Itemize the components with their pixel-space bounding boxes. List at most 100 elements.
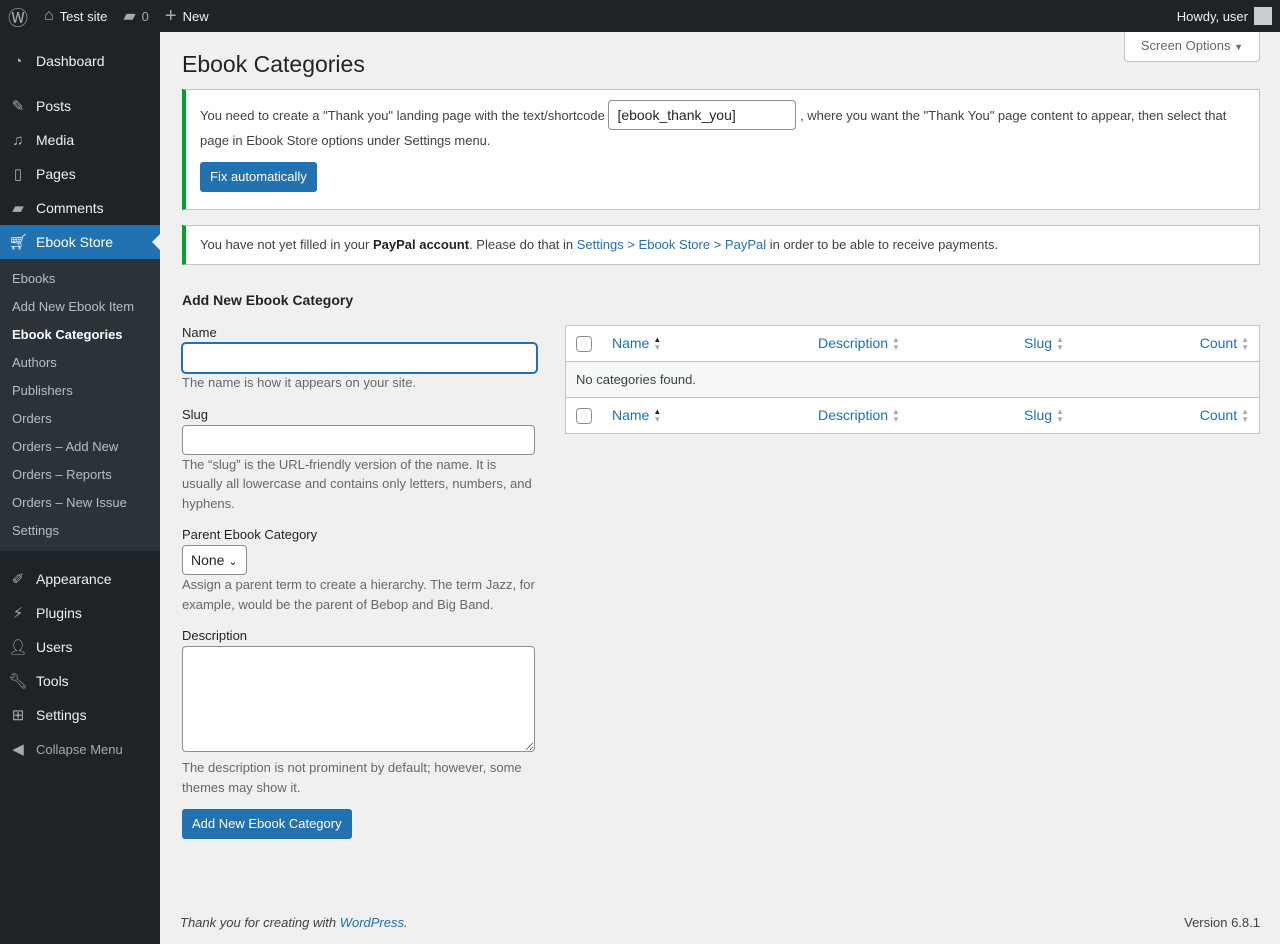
pin-icon: ✎	[11, 98, 25, 115]
brush-icon: ✐	[11, 571, 25, 588]
column-description[interactable]: Description ▲ ▼	[808, 398, 1014, 434]
submenu-orders-reports[interactable]: Orders – Reports	[12, 467, 112, 482]
select-all-checkbox[interactable]	[576, 408, 592, 425]
add-category-form: Add New Ebook Category Name The name is …	[182, 292, 537, 839]
my-account[interactable]: Howdy, user	[1169, 0, 1280, 32]
menu-label: Plugins	[36, 605, 82, 621]
menu-label: Collapse Menu	[36, 741, 123, 757]
submenu-orders-new-issue[interactable]: Orders – New Issue	[12, 495, 127, 510]
menu-dashboard[interactable]: ◔ Dashboard	[0, 44, 160, 78]
submenu-ebooks[interactable]: Ebooks	[12, 271, 56, 286]
collapse-icon: ◀	[12, 741, 24, 758]
menu-ebook-store[interactable]: 🛒︎ Ebook Store	[0, 225, 160, 259]
name-help: The name is how it appears on your site.	[182, 375, 417, 390]
screen-options-button[interactable]: Screen Options ▼	[1123, 32, 1260, 62]
description-textarea[interactable]	[182, 646, 535, 752]
howdy-text: Howdy, user	[1176, 8, 1248, 24]
footer-text: Thank you for creating with	[180, 915, 340, 930]
paypal-settings-link[interactable]: Settings > Ebook Store > PayPal	[576, 237, 767, 252]
submenu-authors[interactable]: Authors	[12, 355, 57, 370]
slug-label: Slug	[182, 406, 209, 422]
menu-pages[interactable]: ▯ Pages	[0, 157, 160, 191]
menu-label: Settings	[36, 707, 87, 723]
column-description[interactable]: Description ▲ ▼	[808, 326, 1014, 362]
comment-icon: ▰	[12, 200, 24, 217]
parent-select[interactable]: None ⌄	[182, 545, 247, 575]
menu-label: Ebook Store	[36, 234, 114, 250]
footer-version: Version 6.8.1	[1184, 915, 1260, 930]
column-slug[interactable]: Slug ▲ ▼	[1014, 326, 1127, 362]
wordpress-link[interactable]: WordPress	[339, 915, 404, 930]
table-row: No categories found.	[565, 361, 1260, 398]
menu-media[interactable]: ♫ Media	[0, 123, 160, 157]
submenu-publishers[interactable]: Publishers	[12, 383, 73, 398]
comments-link[interactable]: ▰ 0	[115, 0, 157, 32]
wordpress-icon: Ⓦ	[8, 7, 28, 30]
column-label: Slug	[1024, 406, 1053, 423]
site-link[interactable]: ⌂ Test site	[36, 0, 115, 32]
paypal-notice: You have not yet filled in your PayPal a…	[182, 225, 1260, 265]
submenu-add-new-ebook[interactable]: Add New Ebook Item	[12, 299, 135, 314]
column-label: Description	[818, 406, 889, 423]
menu-posts[interactable]: ✎ Posts	[0, 89, 160, 123]
sort-icon: ▲ ▼	[892, 407, 900, 425]
parent-label: Parent Ebook Category	[182, 527, 318, 542]
menu-tools[interactable]: 🔧︎ Tools	[0, 664, 160, 698]
menu-users[interactable]: 👤︎ Users	[0, 630, 160, 664]
categories-table-wrap: Name ▲ ▼ Description ▲ ▼ Slug ▲ ▼ Count ▲ ▼ No c…	[565, 325, 1260, 434]
column-label: Name	[612, 406, 650, 423]
menu-settings[interactable]: ⊞ Settings	[0, 698, 160, 732]
submenu-orders-add-new[interactable]: Orders – Add New	[12, 439, 119, 454]
submenu-ebook-categories[interactable]: Ebook Categories	[12, 327, 123, 342]
submenu-settings[interactable]: Settings	[12, 523, 59, 538]
wordpress-logo[interactable]: Ⓦ	[0, 0, 36, 32]
menu-label: Dashboard	[36, 53, 105, 69]
settings-icon: ⊞	[11, 707, 25, 724]
menu-label: Posts	[36, 98, 72, 114]
column-name[interactable]: Name ▲ ▼	[602, 326, 808, 362]
parent-help: Assign a parent term to create a hierarc…	[182, 577, 535, 612]
menu-label: Media	[36, 132, 75, 148]
add-category-button[interactable]: Add New Ebook Category	[182, 809, 352, 839]
notice-text: . Please do that in	[469, 237, 577, 252]
name-label: Name	[182, 325, 217, 340]
sort-icon: ▲ ▼	[1241, 335, 1249, 353]
notice-text: You need to create a "Thank you" landing…	[200, 108, 605, 123]
footer-thanks: Thank you for creating with WordPress.	[180, 915, 408, 930]
shortcode-field[interactable]	[608, 100, 797, 130]
menu-comments[interactable]: ▰ Comments	[0, 191, 160, 225]
slug-input[interactable]	[182, 424, 535, 455]
sort-icon: ▲ ▼	[653, 335, 662, 353]
parent-value: None	[191, 552, 225, 568]
column-name[interactable]: Name ▲ ▼	[602, 398, 808, 434]
column-count[interactable]: Count ▲ ▼	[1127, 398, 1259, 434]
footer-text: .	[404, 915, 408, 930]
name-input[interactable]	[182, 343, 537, 373]
column-label: Count	[1199, 406, 1238, 423]
column-count[interactable]: Count ▲ ▼	[1127, 326, 1259, 362]
menu-appearance[interactable]: ✐ Appearance	[0, 562, 160, 596]
avatar	[1254, 7, 1272, 25]
sort-icon: ▲ ▼	[653, 407, 662, 425]
comment-count: 0	[141, 8, 149, 24]
table-header: Name ▲ ▼ Description ▲ ▼ Slug ▲ ▼ Count ▲ ▼	[566, 326, 1260, 362]
submenu-orders[interactable]: Orders	[12, 411, 52, 426]
select-all-checkbox[interactable]	[576, 336, 592, 353]
column-slug[interactable]: Slug ▲ ▼	[1014, 398, 1127, 434]
menu-label: Appearance	[36, 571, 112, 587]
menu-label: Comments	[36, 200, 104, 216]
screen-options-label: Screen Options	[1140, 38, 1231, 53]
table-footer: Name ▲ ▼ Description ▲ ▼ Slug ▲ ▼ Count ▲ ▼	[566, 398, 1260, 434]
fix-automatically-button[interactable]: Fix automatically	[200, 162, 317, 192]
menu-plugins[interactable]: ⚡︎ Plugins	[0, 596, 160, 630]
wrench-icon: 🔧︎	[8, 673, 28, 690]
column-label: Name	[612, 334, 650, 351]
notice-bold: PayPal account	[372, 237, 470, 252]
new-content-link[interactable]: + New	[157, 0, 217, 32]
page-title: Ebook Categories	[182, 51, 365, 77]
empty-message: No categories found.	[576, 372, 696, 387]
collapse-menu[interactable]: ◀ Collapse Menu	[0, 732, 160, 766]
admin-bar: Ⓦ ⌂ Test site ▰ 0 + New Howdy, user	[0, 0, 1280, 32]
dashboard-icon: ◔	[13, 52, 23, 70]
sort-icon: ▲ ▼	[1056, 335, 1064, 353]
